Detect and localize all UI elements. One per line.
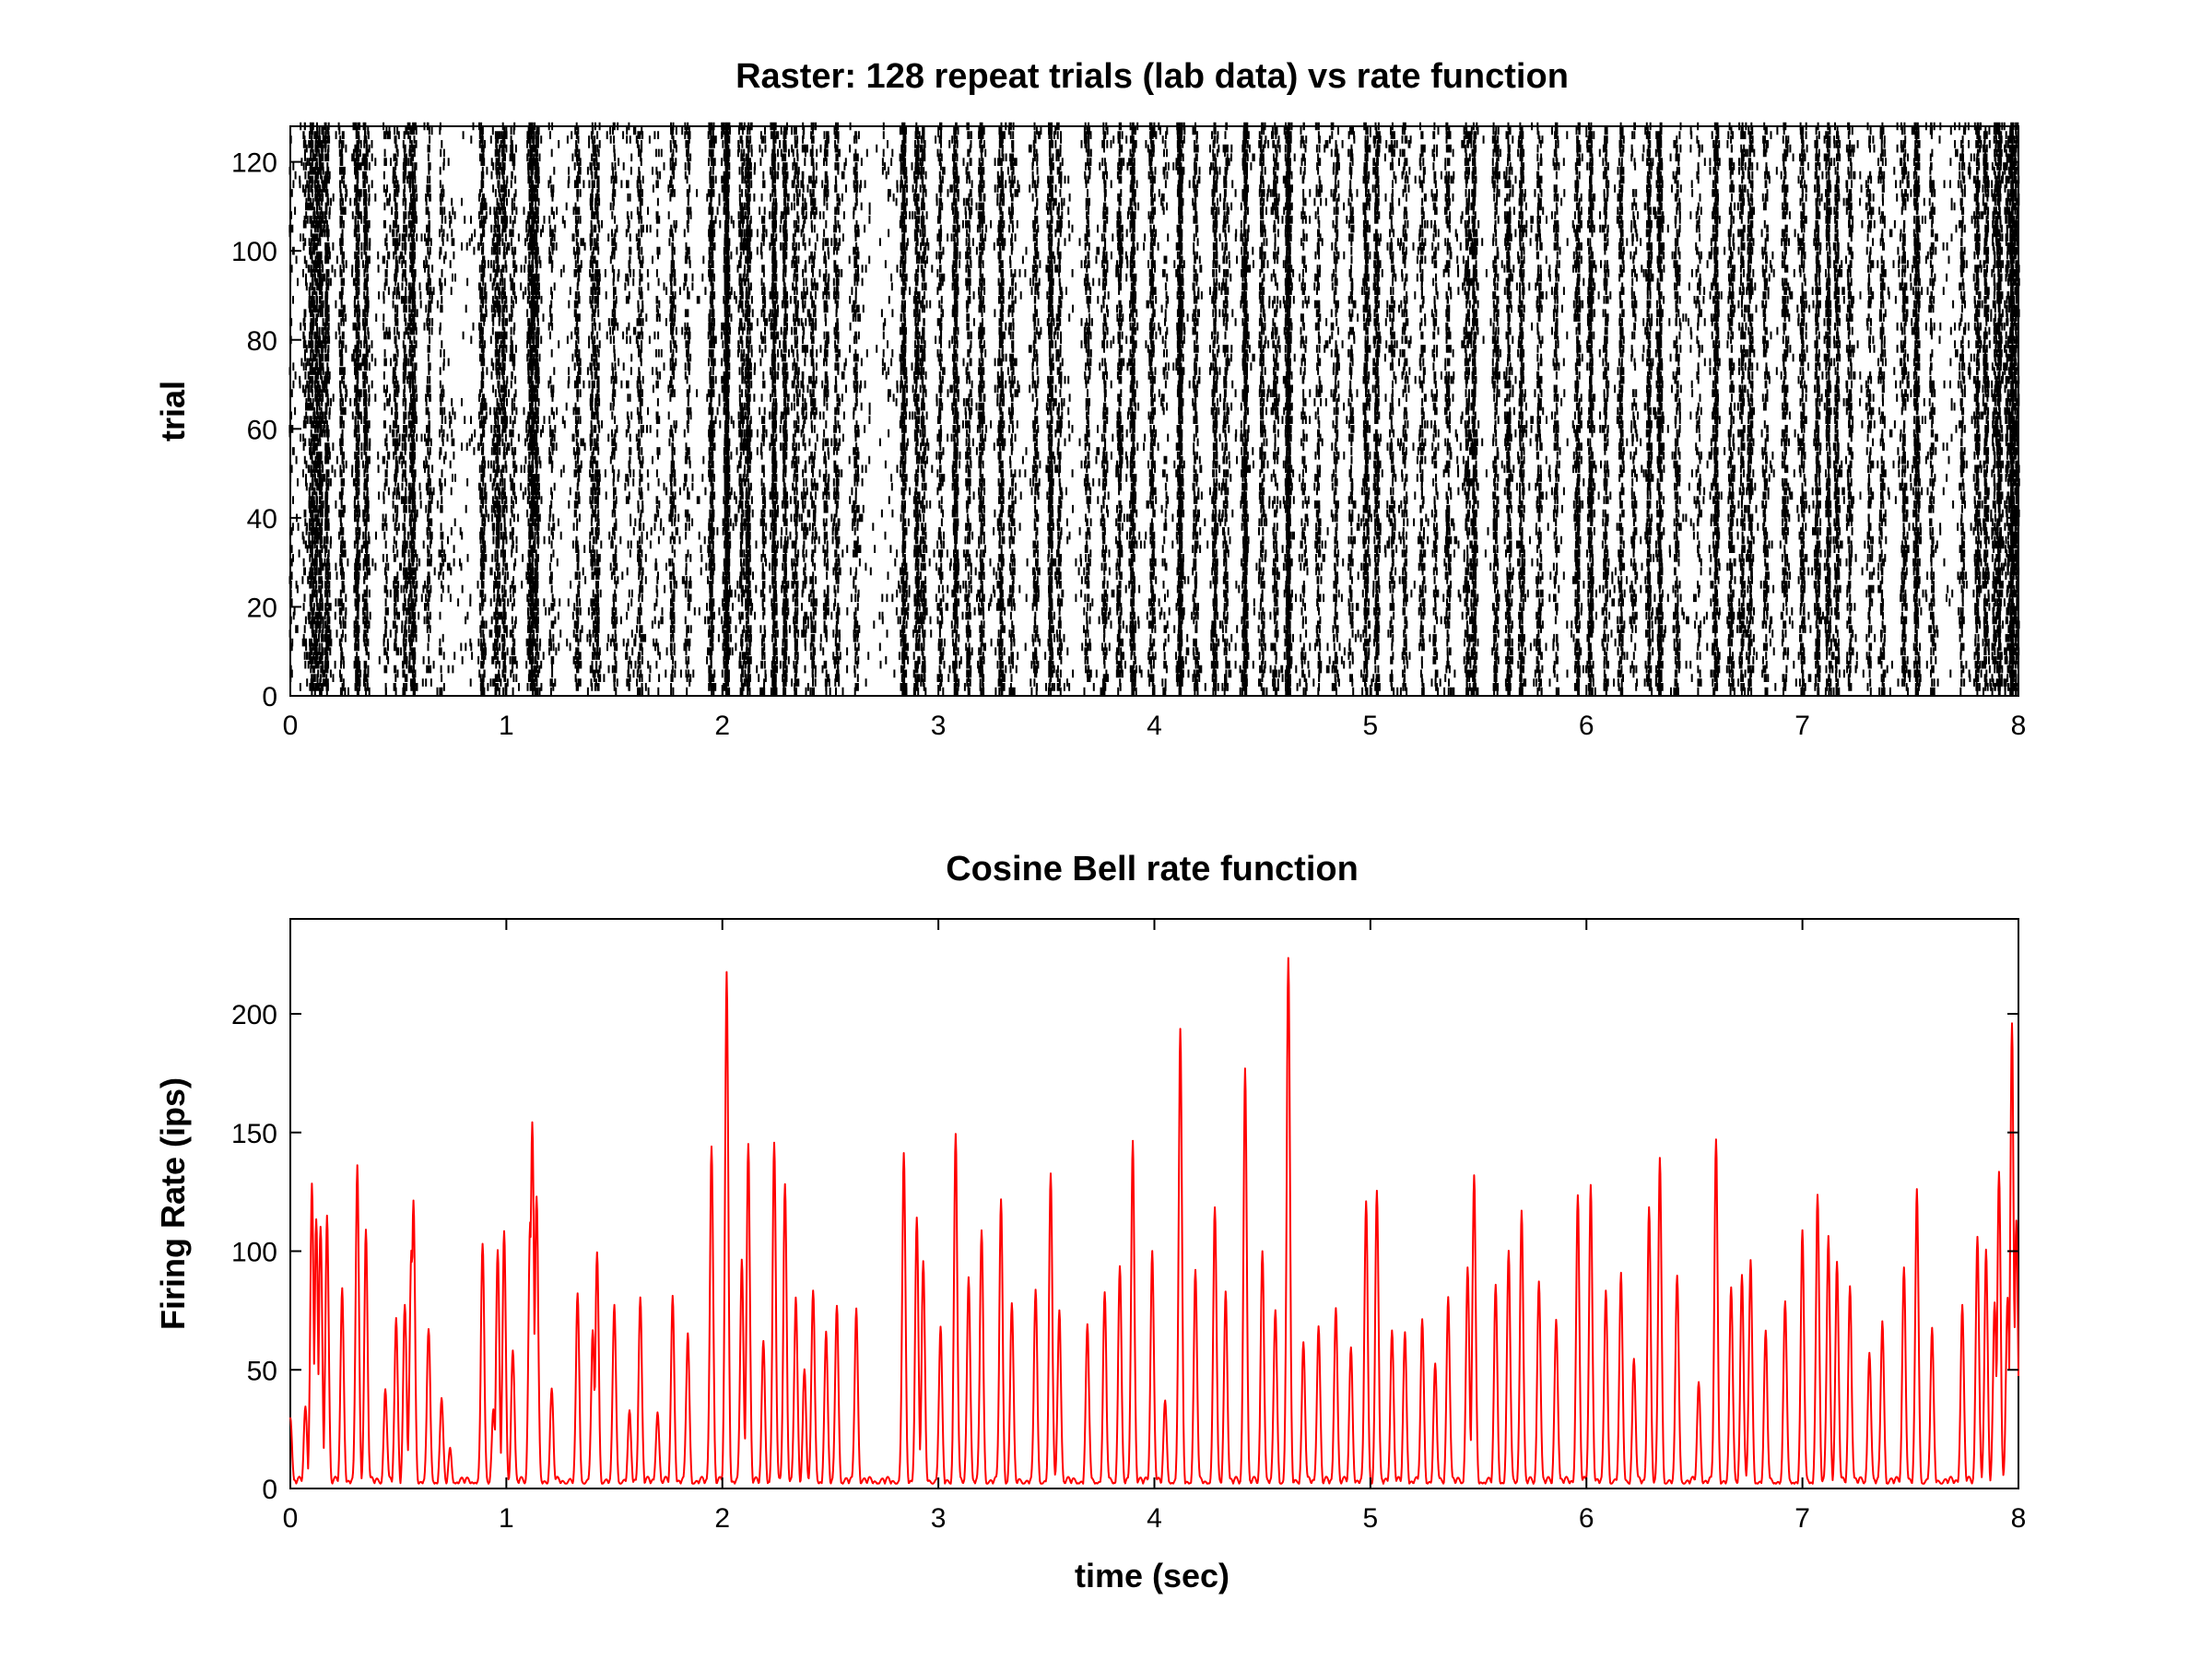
raster-y-tick-label: 20 — [247, 593, 277, 623]
raster-x-ticks: 0 1 2 3 4 5 6 7 8 — [283, 126, 2027, 741]
raster-x-tick-label: 5 — [1363, 711, 1379, 741]
rate-x-tick-label: 8 — [2011, 1503, 2027, 1534]
rate-title: Cosine Bell rate function — [946, 850, 1359, 888]
raster-y-tick-label: 120 — [231, 148, 277, 179]
rate-x-tick-label: 0 — [283, 1503, 299, 1534]
rate-y-tick-label: 0 — [262, 1475, 277, 1505]
raster-spike-marks — [288, 122, 2020, 696]
raster-x-tick-label: 1 — [499, 711, 514, 741]
raster-x-tick-label: 2 — [714, 711, 730, 741]
raster-y-tick-label: 60 — [247, 415, 277, 445]
rate-y-tick-label: 150 — [231, 1119, 277, 1149]
raster-spikes — [288, 122, 2020, 696]
raster-title: Raster: 128 repeat trials (lab data) vs … — [735, 57, 1569, 96]
raster-y-tick-label: 40 — [247, 504, 277, 535]
raster-x-tick-label: 3 — [931, 711, 947, 741]
rate-x-tick-label: 5 — [1363, 1503, 1379, 1534]
rate-y-tick-label: 50 — [247, 1356, 277, 1386]
rate-x-tick-label: 4 — [1147, 1503, 1162, 1534]
rate-y-tick-label: 100 — [231, 1238, 277, 1268]
raster-x-tick-label: 6 — [1579, 711, 1594, 741]
raster-x-tick-label: 8 — [2011, 711, 2027, 741]
rate-y-ticks: 0 50 100 150 200 — [231, 1000, 2018, 1505]
rate-y-tick-label: 200 — [231, 1000, 277, 1030]
raster-x-tick-label: 7 — [1794, 711, 1810, 741]
raster-y-tick-label: 0 — [262, 682, 277, 712]
rate-x-tick-label: 7 — [1794, 1503, 1810, 1534]
raster-x-tick-label: 0 — [283, 711, 299, 741]
raster-y-tick-label: 100 — [231, 237, 277, 267]
raster-y-ticks: 0 20 40 60 80 100 120 — [231, 148, 2018, 712]
raster-y-axis-label: trial — [154, 381, 192, 441]
rate-panel: Cosine Bell rate function 0 1 2 3 4 5 6 7 8 0 50 1… — [154, 850, 2026, 1594]
rate-x-tick-label: 1 — [499, 1503, 514, 1534]
raster-y-tick-label: 80 — [247, 326, 277, 357]
raster-panel: Raster: 128 repeat trials (lab data) vs … — [154, 57, 2026, 741]
rate-y-axis-label: Firing Rate (ips) — [154, 1077, 192, 1330]
rate-x-tick-label: 2 — [714, 1503, 730, 1534]
rate-x-tick-label: 6 — [1579, 1503, 1594, 1534]
rate-x-tick-label: 3 — [931, 1503, 947, 1534]
rate-line — [289, 957, 2019, 1485]
raster-x-tick-label: 4 — [1147, 711, 1162, 741]
rate-x-ticks: 0 1 2 3 4 5 6 7 8 — [283, 919, 2027, 1534]
rate-x-axis-label: time (sec) — [1075, 1557, 1230, 1594]
